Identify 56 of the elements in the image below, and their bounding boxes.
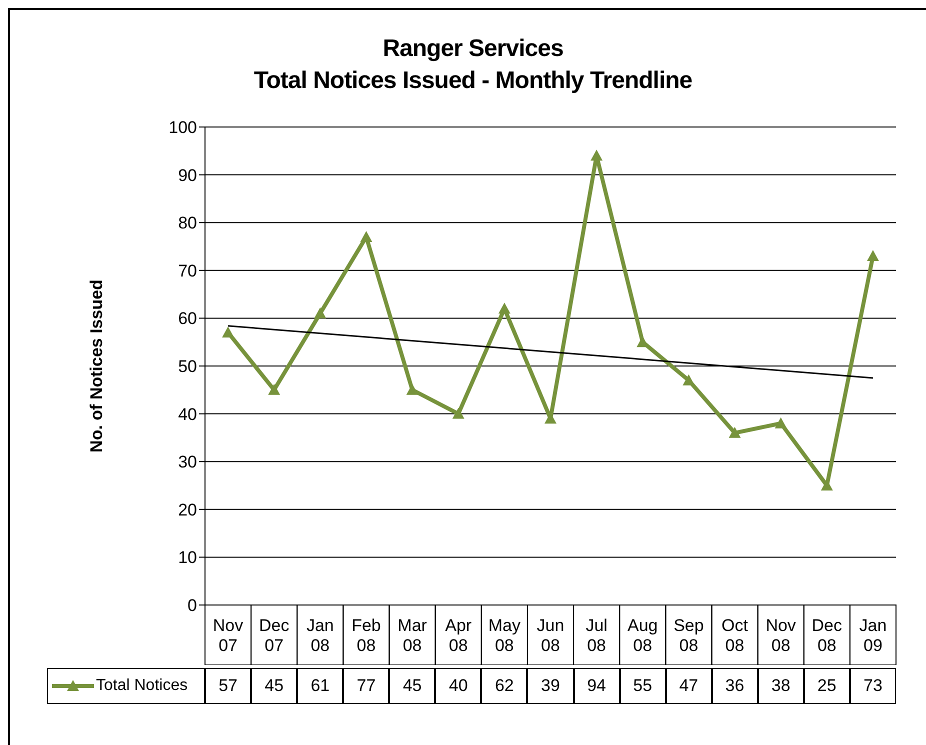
x-tick-label: Mar 08 (398, 616, 428, 655)
legend-label: Total Notices (96, 677, 188, 695)
y-tick-label: 100 (168, 118, 197, 138)
point (682, 374, 695, 386)
y-tick-label: 10 (178, 548, 197, 568)
y-tick-label: 70 (178, 261, 197, 280)
x-tick-label: Apr 08 (445, 616, 472, 655)
x-tick-label: Jan 08 (306, 616, 334, 655)
point (498, 302, 510, 314)
x-tick-label: Jan 09 (859, 616, 887, 655)
data-label: 77 (343, 668, 390, 704)
data-label: 45 (251, 668, 298, 704)
x-tick-label: Aug 08 (628, 616, 658, 655)
point (268, 384, 280, 395)
x-tick-label: Nov 08 (766, 616, 796, 655)
point (360, 230, 372, 242)
x-tick-label: Jun 08 (536, 616, 564, 655)
point (406, 384, 418, 395)
y-axis-title: No. of Notices Issued (87, 280, 107, 452)
point (728, 426, 741, 438)
data-label: 40 (435, 668, 482, 704)
data-label: 62 (481, 668, 528, 704)
point (866, 250, 879, 262)
y-tick-label: 20 (178, 500, 197, 520)
x-tick-label: Sep 08 (674, 616, 704, 655)
chart-title: Ranger Services Total Notices Issued - Monthly Trendline (252, 34, 694, 96)
data-label: 45 (389, 668, 436, 704)
data-label: 61 (297, 668, 344, 704)
data-label: 55 (620, 668, 666, 704)
x-tick-label: Feb 08 (352, 616, 381, 655)
x-tick-label: Dec 08 (812, 616, 843, 655)
x-tick-label: Nov 07 (212, 616, 244, 655)
x-tick-label: Oct 08 (722, 616, 748, 655)
x-tick-label: May 08 (488, 616, 521, 655)
data-label: 36 (712, 668, 758, 704)
point (590, 150, 603, 161)
point (774, 417, 787, 428)
x-tick-label: Dec 07 (258, 616, 290, 655)
data-label: 73 (850, 668, 896, 704)
data-label: 94 (574, 668, 620, 704)
y-tick-label: 60 (178, 309, 197, 328)
data-label: 38 (758, 668, 804, 704)
y-tick-label: 80 (178, 214, 197, 233)
data-label: 47 (666, 668, 712, 704)
y-tick-label: 50 (178, 357, 197, 376)
x-tick-label: Jul 08 (586, 616, 608, 655)
point (314, 307, 326, 318)
y-tick-label: 40 (178, 404, 197, 424)
point (222, 326, 234, 338)
data-label: 57 (205, 668, 252, 704)
data-label: 39 (527, 668, 574, 704)
point (452, 408, 464, 419)
y-tick-label: 0 (188, 596, 197, 616)
y-tick-label: 30 (178, 452, 197, 472)
y-tick-label: 90 (178, 166, 197, 185)
data-label: 25 (804, 668, 850, 704)
